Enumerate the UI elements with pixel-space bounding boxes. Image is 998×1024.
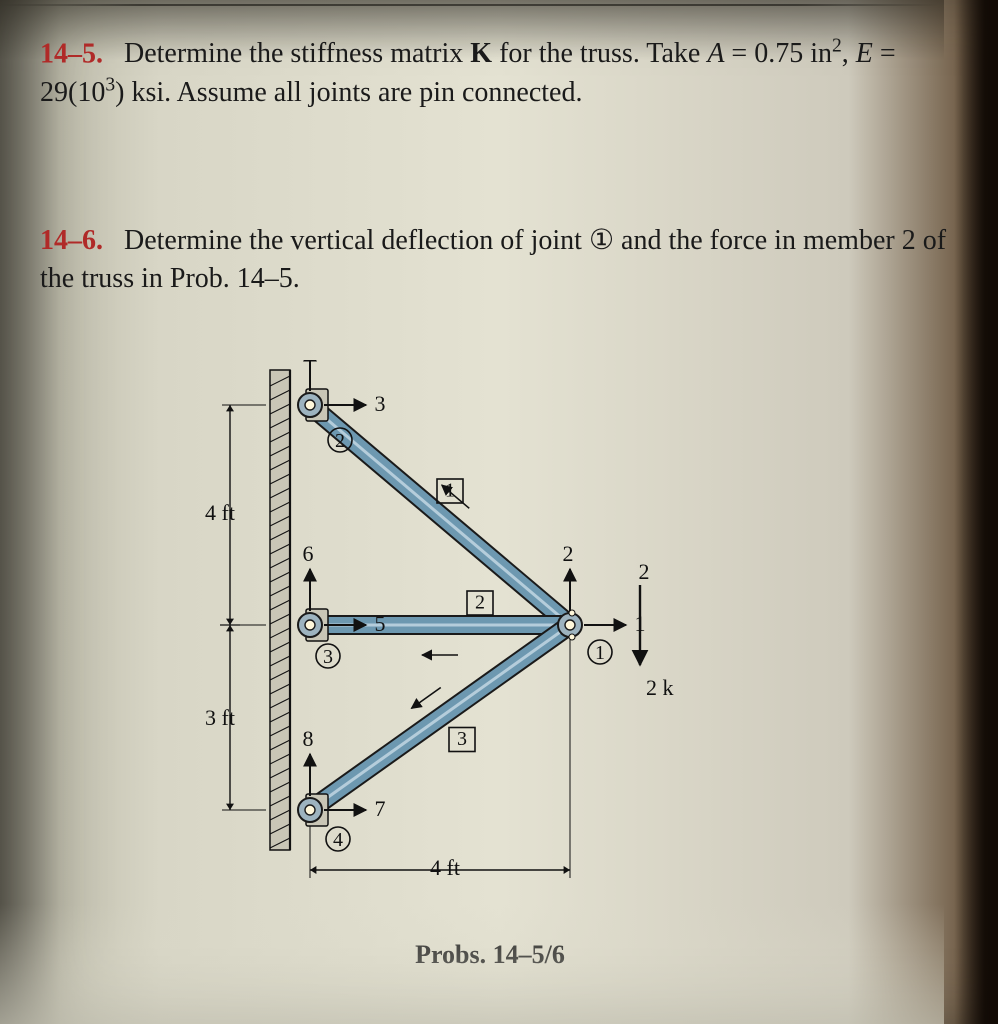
problem-text: Determine the vertical deflection of joi… [40, 225, 946, 294]
members: 1 2 3 [306, 389, 570, 826]
svg-text:4: 4 [333, 829, 343, 851]
page: 14–5. Determine the stiffness matrix K f… [0, 0, 998, 1024]
svg-text:3: 3 [375, 391, 386, 416]
svg-text:1: 1 [445, 480, 455, 502]
page-edge-shadow [954, 0, 998, 1024]
top-rule [0, 4, 938, 6]
svg-text:5: 5 [375, 611, 386, 636]
svg-text:4 ft: 4 ft [430, 855, 460, 880]
svg-text:1: 1 [595, 642, 605, 664]
svg-text:7: 7 [375, 796, 386, 821]
svg-text:4 ft: 4 ft [205, 500, 235, 525]
svg-text:8: 8 [303, 726, 314, 751]
problem-text: Determine the stiffness matrix K for the… [40, 38, 896, 108]
problem-14-5: 14–5. Determine the stiffness matrix K f… [40, 34, 960, 112]
support-wall [270, 370, 290, 850]
svg-text:2: 2 [639, 559, 650, 584]
problem-number: 14–6. [40, 225, 103, 256]
svg-text:2: 2 [563, 541, 574, 566]
figure-caption: Probs. 14–5/6 [170, 940, 810, 970]
svg-text:3: 3 [457, 728, 467, 750]
truss-figure: 4 ft3 ft4 ft1231234567812342 k2 Probs. 1… [170, 360, 810, 940]
svg-text:2: 2 [475, 592, 485, 614]
svg-text:6: 6 [303, 541, 314, 566]
svg-text:3: 3 [323, 646, 333, 668]
svg-text:2: 2 [335, 430, 345, 452]
node-labels: 1 2 3 4 [316, 428, 612, 851]
svg-text:2 k: 2 k [646, 675, 674, 700]
truss-svg: 4 ft3 ft4 ft1231234567812342 k2 [170, 360, 810, 920]
problem-number: 14–5. [40, 38, 103, 69]
svg-text:3 ft: 3 ft [205, 705, 235, 730]
problem-14-6: 14–6. Determine the vertical deflection … [40, 222, 960, 298]
